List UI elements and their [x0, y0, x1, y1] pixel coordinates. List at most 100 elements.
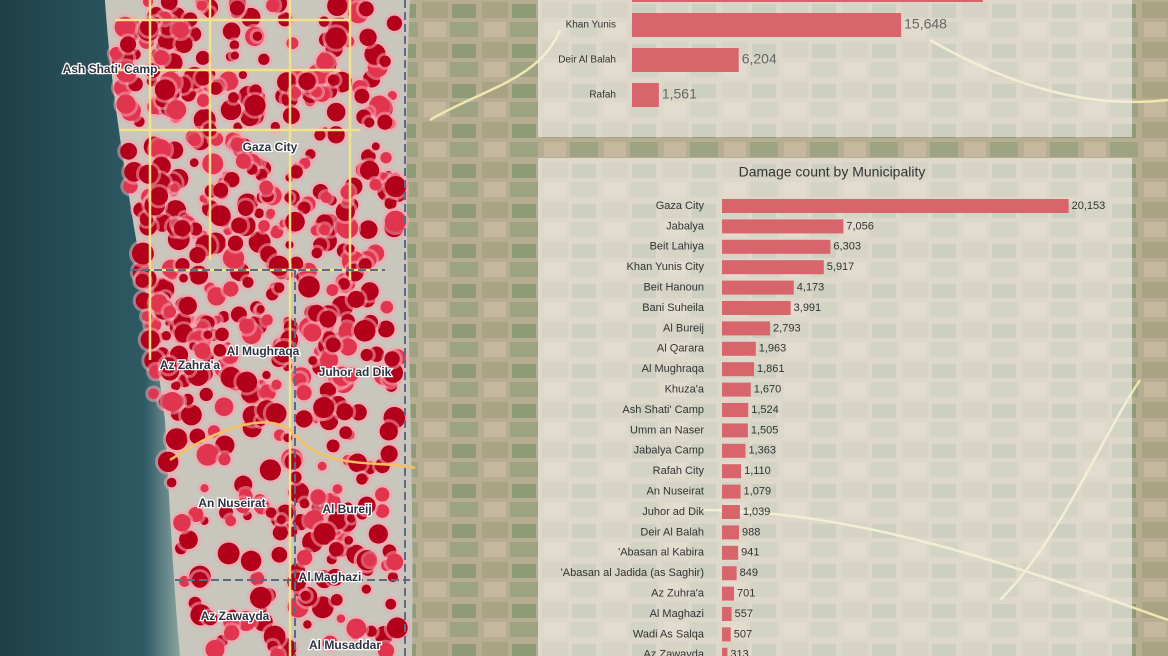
- map-label: Juhor ad Dik: [319, 365, 392, 379]
- damage-dot: [342, 502, 353, 513]
- map-label: Al Maghazi: [299, 570, 362, 584]
- damage-dot: [287, 572, 307, 592]
- damage-dot: [265, 507, 277, 518]
- category-label: Ash Shati' Camp: [622, 404, 704, 416]
- damage-dot: [160, 0, 178, 11]
- damage-dot: [320, 191, 332, 203]
- value-label: 1,963: [759, 343, 787, 355]
- damage-dot: [261, 314, 273, 326]
- value-label: 507: [734, 628, 752, 640]
- damage-dot: [239, 318, 255, 334]
- damage-dot: [386, 617, 408, 639]
- bar: [722, 219, 844, 234]
- damage-dot: [135, 273, 150, 288]
- damage-dot: [228, 92, 239, 103]
- damage-dot: [357, 496, 376, 515]
- bar: [722, 382, 751, 397]
- category-label: Bani Suheila: [642, 302, 705, 314]
- value-label: 1,110: [744, 465, 771, 477]
- damage-dot: [230, 137, 245, 152]
- value-label: 313: [730, 649, 748, 656]
- damage-dot: [225, 515, 237, 527]
- bar: [722, 545, 739, 560]
- damage-dot: [285, 211, 305, 232]
- damage-dot: [209, 205, 231, 227]
- damage-dot: [259, 180, 274, 195]
- damage-dot: [338, 278, 350, 290]
- damage-dot: [115, 61, 137, 83]
- damage-dot: [336, 614, 346, 623]
- category-label: Beit Lahiya: [650, 241, 705, 253]
- value-label: 1,363: [748, 445, 776, 457]
- map-label: Az Zawayda: [201, 609, 270, 623]
- damage-dot: [237, 200, 254, 217]
- damage-dot: [179, 273, 188, 283]
- bar: [632, 48, 739, 72]
- category-label: Al Maghazi: [650, 608, 704, 620]
- damage-dot: [223, 281, 239, 297]
- damage-dot: [384, 351, 400, 367]
- damage-dot: [262, 370, 271, 380]
- damage-dot: [203, 330, 213, 340]
- bar: [722, 525, 739, 540]
- category-label: An Nuseirat: [647, 486, 704, 498]
- category-label: Gaza City: [656, 200, 705, 212]
- bar: [722, 260, 824, 275]
- damage-dot: [326, 568, 344, 586]
- map-label: An Nuseirat: [198, 496, 265, 510]
- category-label: Al Mughraqa: [642, 363, 705, 375]
- category-label: Khuza'a: [665, 384, 705, 396]
- damage-dot: [179, 530, 198, 550]
- category-label: Deir Al Balah: [640, 526, 704, 538]
- category-label: 'Abasan al Kabira: [618, 547, 705, 559]
- damage-dot: [358, 258, 372, 272]
- value-label: 2,793: [773, 322, 801, 334]
- bar: [632, 83, 659, 107]
- damage-dot: [240, 550, 262, 572]
- damage-dot: [183, 364, 195, 376]
- damage-dot: [229, 40, 240, 50]
- category-label: Rafah City: [653, 465, 705, 477]
- damage-dot: [189, 265, 209, 285]
- damage-dot: [326, 439, 340, 453]
- category-label: Wadi As Salqa: [633, 628, 705, 640]
- damage-dot: [256, 305, 265, 314]
- damage-dot: [377, 320, 395, 338]
- value-label: 1,039: [743, 506, 771, 518]
- damage-dot: [172, 21, 189, 39]
- category-label: Khan Yunis City: [627, 261, 705, 273]
- damage-dot: [380, 445, 398, 463]
- damage-dot: [371, 142, 380, 151]
- boundaries: [130, 0, 410, 656]
- damage-dot: [235, 498, 251, 514]
- value-label: 3,991: [794, 302, 822, 314]
- damage-dot: [308, 356, 318, 365]
- damage-dot: [299, 498, 310, 509]
- category-label: Deir Al Balah: [558, 55, 616, 66]
- damage-dot: [368, 524, 388, 544]
- bar: [722, 505, 740, 519]
- damage-dot: [242, 276, 254, 288]
- bar: [722, 627, 731, 642]
- damage-dot: [199, 387, 213, 402]
- damage-dot: [359, 220, 378, 239]
- damage-dot: [386, 15, 403, 31]
- damage-dot: [271, 379, 282, 390]
- damage-dot: [359, 28, 377, 47]
- damage-dot: [286, 37, 299, 50]
- damage-dot: [222, 22, 241, 41]
- damage-dot: [170, 183, 179, 192]
- bar: [722, 423, 748, 438]
- damage-dot: [166, 100, 187, 120]
- damage-dot: [120, 36, 137, 53]
- damage-dot: [181, 404, 202, 426]
- damage-dot: [213, 182, 229, 198]
- damage-dot: [162, 392, 183, 412]
- bar: [722, 301, 791, 315]
- damage-dot: [165, 428, 188, 451]
- map-label: Ash Shati' Camp: [63, 62, 158, 76]
- damage-dot: [344, 367, 359, 382]
- bar: [722, 403, 749, 417]
- category-label: Umm an Naser: [630, 424, 704, 436]
- value-label: 1,670: [754, 384, 782, 396]
